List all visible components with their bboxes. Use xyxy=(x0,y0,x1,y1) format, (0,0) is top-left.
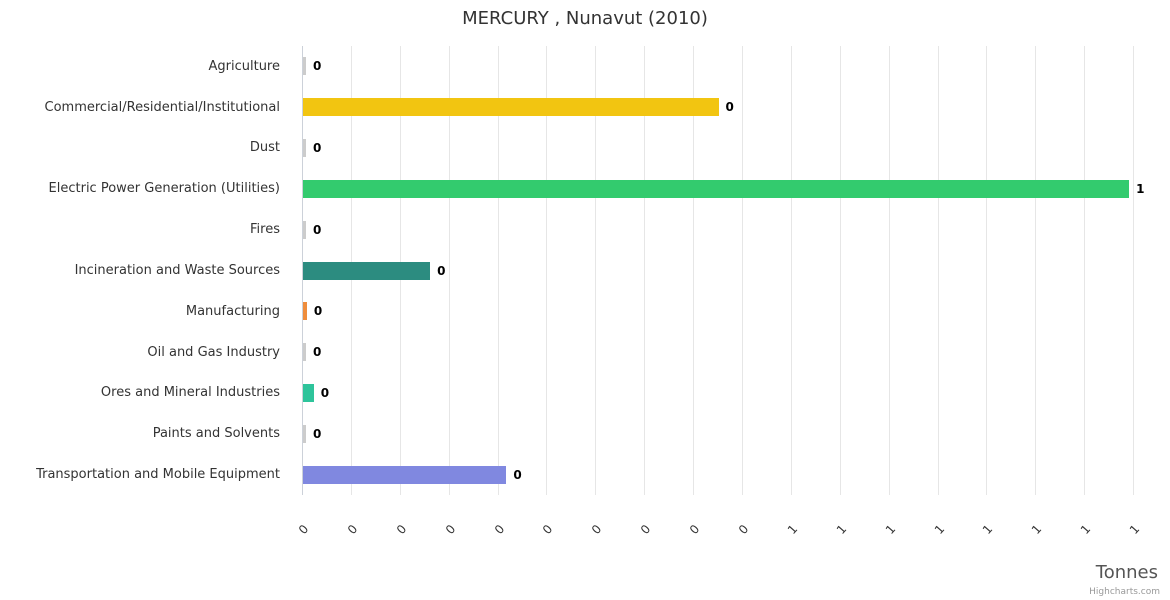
value-label: 0 xyxy=(513,467,522,482)
bar[interactable] xyxy=(303,302,307,321)
gridline xyxy=(937,46,939,495)
gridline xyxy=(790,46,792,495)
gridline xyxy=(644,46,646,495)
x-axis-tick-label: 1 xyxy=(1029,522,1045,538)
x-axis-tick-label: 1 xyxy=(931,522,947,538)
gridline xyxy=(693,46,695,495)
value-label: 0 xyxy=(313,222,322,237)
bar[interactable] xyxy=(303,261,431,280)
gridline xyxy=(839,46,841,495)
bar[interactable] xyxy=(303,384,314,402)
chart-title: MERCURY , Nunavut (2010) xyxy=(462,8,708,29)
x-axis-tick-label: 0 xyxy=(344,522,361,538)
category-label: Manufacturing xyxy=(185,303,280,319)
gridline xyxy=(1035,46,1037,495)
gridline xyxy=(741,46,743,495)
x-axis-tick-label: 0 xyxy=(393,522,410,538)
x-axis-tick-label: 0 xyxy=(540,522,556,538)
gridline xyxy=(888,46,890,495)
category-label: Ores and Mineral Industries xyxy=(100,385,280,401)
x-axis-tick-label: 1 xyxy=(784,522,801,538)
category-label: Dust xyxy=(249,140,280,156)
value-label: 0 xyxy=(320,386,330,400)
gridline xyxy=(448,46,450,495)
value-label: 0 xyxy=(313,304,323,319)
bar[interactable] xyxy=(303,98,719,117)
gridline xyxy=(1084,46,1086,495)
value-label: 0 xyxy=(313,59,322,74)
value-label: 1 xyxy=(1136,181,1145,196)
category-label: Fires xyxy=(250,222,280,238)
bar[interactable] xyxy=(303,424,306,443)
category-label: Commercial/Residential/Institutional xyxy=(44,99,281,115)
gridline xyxy=(595,46,597,495)
value-label: 0 xyxy=(437,263,446,278)
category-label: Electric Power Generation (Utilities) xyxy=(48,181,280,197)
gridline xyxy=(546,46,548,495)
gridline xyxy=(986,46,988,495)
highcharts-credits-link[interactable]: Highcharts.com xyxy=(1089,587,1160,597)
xaxis-title: Tonnes xyxy=(1095,562,1158,583)
y-axis-line xyxy=(302,46,303,495)
x-axis-tick-label: 0 xyxy=(295,522,312,538)
category-label: Transportation and Mobile Equipment xyxy=(36,467,280,483)
category-label: Incineration and Waste Sources xyxy=(74,262,280,278)
bar[interactable] xyxy=(303,343,306,362)
bar[interactable] xyxy=(303,179,1130,198)
x-axis-tick-label: 0 xyxy=(589,522,605,538)
x-axis-tick-label: 1 xyxy=(980,522,996,538)
category-label: Agriculture xyxy=(208,58,281,74)
x-axis-tick-label: 1 xyxy=(882,522,898,538)
x-axis-tick-label: 0 xyxy=(686,522,703,538)
value-label: 0 xyxy=(313,426,322,441)
category-label: Paints and Solvents xyxy=(152,426,280,442)
value-label: 0 xyxy=(313,345,322,360)
x-axis-tick-label: 0 xyxy=(491,522,507,538)
value-label: 0 xyxy=(313,141,322,155)
value-label: 0 xyxy=(725,100,734,115)
x-axis-tick-label: 0 xyxy=(638,522,654,538)
bar[interactable] xyxy=(303,220,306,239)
bar[interactable] xyxy=(303,57,306,76)
category-label: Oil and Gas Industry xyxy=(147,344,280,360)
bar[interactable] xyxy=(303,139,306,157)
x-axis-tick-label: 1 xyxy=(833,522,850,538)
x-axis-tick-label: 1 xyxy=(1077,522,1094,538)
x-axis-tick-label: 0 xyxy=(735,522,752,538)
x-axis-tick-label: 1 xyxy=(1126,522,1143,538)
x-axis-tick-label: 0 xyxy=(442,522,458,538)
bar[interactable] xyxy=(303,465,507,484)
gridline xyxy=(1133,46,1134,495)
gridline xyxy=(497,46,499,495)
